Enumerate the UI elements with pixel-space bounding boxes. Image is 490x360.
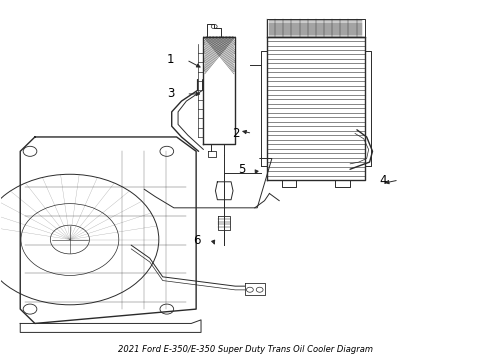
Text: 2021 Ford E-350/E-350 Super Duty Trans Oil Cooler Diagram: 2021 Ford E-350/E-350 Super Duty Trans O…	[118, 345, 372, 354]
Text: 5: 5	[238, 163, 245, 176]
Text: 3: 3	[167, 87, 174, 100]
Text: 2: 2	[233, 127, 240, 140]
Text: 6: 6	[194, 234, 201, 247]
Text: 4: 4	[379, 174, 387, 186]
Text: 1: 1	[167, 53, 174, 66]
